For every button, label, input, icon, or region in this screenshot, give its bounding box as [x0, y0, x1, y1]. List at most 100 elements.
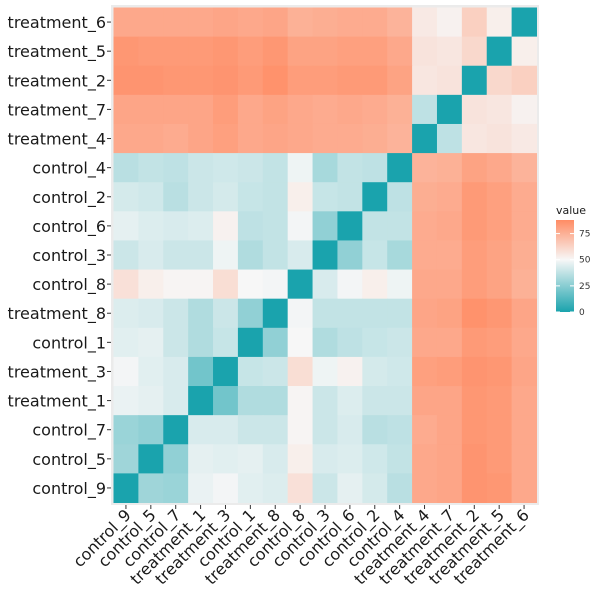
legend-title: value: [556, 204, 586, 217]
heatmap-cell: [287, 444, 314, 474]
heatmap-cell: [188, 7, 214, 38]
heatmap-cell: [188, 473, 214, 503]
heatmap-cell: [287, 327, 314, 358]
heatmap-cell: [213, 444, 239, 474]
heatmap-cell: [163, 386, 189, 416]
heatmap-cell: [436, 240, 463, 271]
heatmap-cell: [287, 123, 314, 154]
heatmap-cell: [262, 36, 289, 67]
heatmap-cell: [486, 94, 513, 125]
y-tick-label: treatment_8: [8, 304, 106, 324]
heatmap-cell: [461, 386, 488, 416]
heatmap-cell: [511, 356, 537, 387]
heatmap-cell: [436, 298, 463, 329]
heatmap-cell: [362, 415, 388, 445]
heatmap-cell: [138, 473, 164, 503]
y-tick-label: control_6: [32, 217, 106, 237]
heatmap-cell: [188, 211, 214, 241]
heatmap-cell: [436, 386, 463, 416]
heatmap-cell: [262, 356, 289, 387]
heatmap-cell: [486, 211, 513, 241]
heatmap-cell: [387, 182, 413, 212]
heatmap-cell: [387, 415, 413, 445]
heatmap-cell: [262, 65, 289, 96]
heatmap-cell: [213, 94, 239, 125]
heatmap-cell: [188, 182, 214, 212]
heatmap-cell: [287, 7, 314, 38]
heatmap-cell: [412, 153, 438, 183]
heatmap-cell: [511, 444, 537, 474]
heatmap-cell: [262, 182, 289, 212]
heatmap-cell: [461, 298, 488, 329]
heatmap-cell: [188, 269, 214, 300]
heatmap-cell: [511, 386, 537, 416]
heatmap-cell: [188, 36, 214, 67]
heatmap-cell: [213, 356, 239, 387]
heatmap-cell: [337, 444, 363, 474]
heatmap-cell: [312, 36, 338, 67]
heatmap-cell: [113, 7, 139, 38]
heatmap-cell: [113, 123, 139, 154]
heatmap-cell: [362, 327, 388, 358]
heatmap-cell: [461, 415, 488, 445]
heatmap-cell: [113, 240, 139, 271]
heatmap-cell: [387, 123, 413, 154]
heatmap-cell: [163, 211, 189, 241]
heatmap-cell: [312, 327, 338, 358]
heatmap-cell: [362, 182, 388, 212]
heatmap-cell: [412, 36, 438, 67]
heatmap-cell: [163, 7, 189, 38]
heatmap-cell: [486, 36, 513, 67]
heatmap-cell: [113, 298, 139, 329]
heatmap-cell: [337, 94, 363, 125]
heatmap-cell: [188, 65, 214, 96]
heatmap-cell: [287, 386, 314, 416]
heatmap-cell: [387, 386, 413, 416]
heatmap-cell: [287, 415, 314, 445]
heatmap-cell: [213, 36, 239, 67]
heatmap-cell: [387, 473, 413, 503]
heatmap-cell: [163, 182, 189, 212]
y-tick-label: control_8: [32, 275, 106, 295]
heatmap-cell: [163, 269, 189, 300]
heatmap-cell: [337, 36, 363, 67]
heatmap-cell: [163, 94, 189, 125]
heatmap-cell: [337, 123, 363, 154]
heatmap-cell: [312, 415, 338, 445]
heatmap-cell: [461, 444, 488, 474]
heatmap-cell: [461, 473, 488, 503]
heatmap-cell: [486, 65, 513, 96]
heatmap-cell: [337, 7, 363, 38]
heatmap-cell: [237, 153, 264, 183]
heatmap-cell: [113, 153, 139, 183]
heatmap-cell: [337, 356, 363, 387]
heatmap-cell: [138, 269, 164, 300]
x-axis: control_9control_5control_7treatment_1tr…: [69, 505, 534, 589]
heatmap-cell: [138, 94, 164, 125]
heatmap-cell: [337, 386, 363, 416]
heatmap-cell: [461, 269, 488, 300]
heatmap-cell: [511, 240, 537, 271]
heatmap-cell: [461, 7, 488, 38]
heatmap-cell: [436, 356, 463, 387]
heatmap-cell: [412, 415, 438, 445]
heatmap-cell: [113, 415, 139, 445]
heatmap-cell: [213, 211, 239, 241]
heatmap-cell: [511, 269, 537, 300]
heatmap-cell: [188, 386, 214, 416]
heatmap-cell: [362, 211, 388, 241]
heatmap-cell: [436, 327, 463, 358]
legend-ticks: 0 25 50 75: [556, 230, 591, 318]
heatmap-cell: [188, 415, 214, 445]
heatmap-cell: [337, 182, 363, 212]
heatmap-cell: [163, 153, 189, 183]
heatmap-cell: [486, 356, 513, 387]
y-axis: treatment_6 treatment_5 treatment_2treatme…: [8, 13, 111, 499]
y-tick-label: control_7: [32, 421, 106, 441]
heatmap-cell: [237, 182, 264, 212]
y-tick-label: control_1: [32, 333, 106, 353]
heatmap-cell: [138, 240, 164, 271]
heatmap-cell: [337, 240, 363, 271]
heatmap-cell: [188, 327, 214, 358]
heatmap-cell: [486, 182, 513, 212]
